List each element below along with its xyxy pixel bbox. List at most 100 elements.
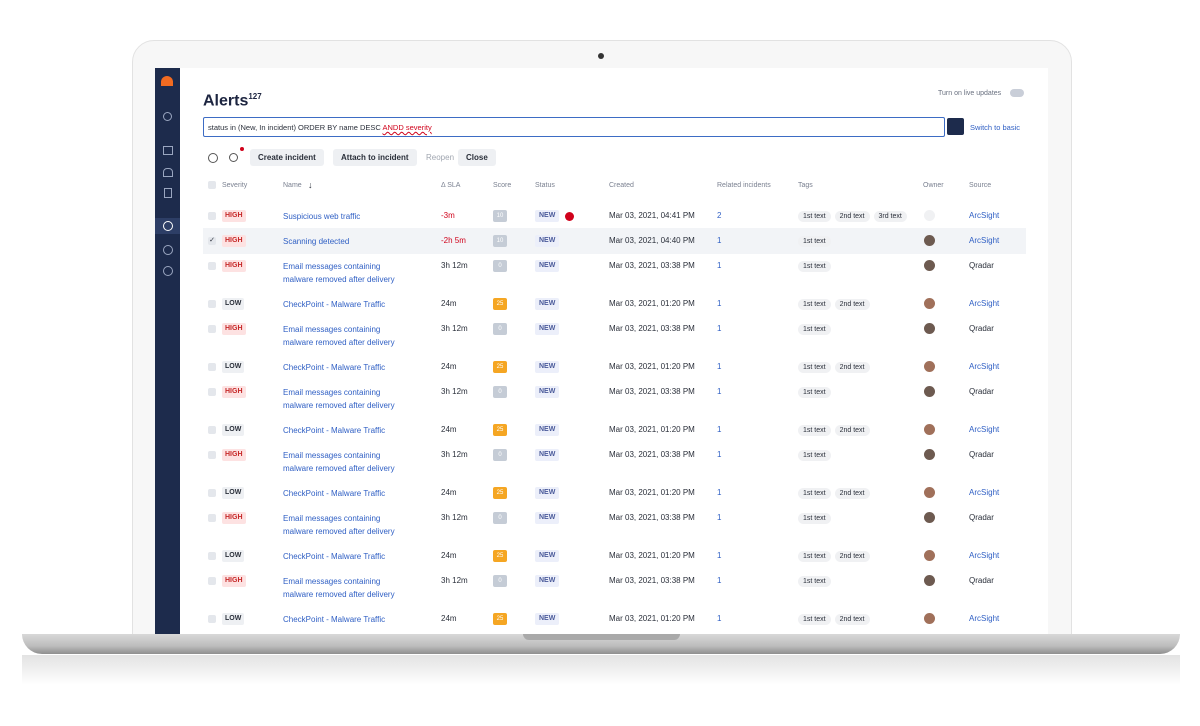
related[interactable]: 2 xyxy=(717,211,722,220)
home-icon[interactable] xyxy=(163,146,173,155)
owner-avatar[interactable] xyxy=(924,260,935,271)
owner-avatar[interactable] xyxy=(924,613,935,624)
related[interactable]: 1 xyxy=(717,551,722,560)
toolbar-button[interactable]: Attach to incident xyxy=(333,149,417,166)
owner-avatar[interactable] xyxy=(924,550,935,561)
owner-avatar[interactable] xyxy=(924,449,935,460)
owner-avatar[interactable] xyxy=(924,323,935,334)
settings-icon[interactable] xyxy=(208,153,218,163)
alert-name[interactable]: Email messages containing malware remove… xyxy=(283,325,395,347)
refresh-dot xyxy=(240,147,244,151)
row-checkbox[interactable] xyxy=(208,552,216,560)
row-checkbox[interactable] xyxy=(208,451,216,459)
owner-avatar[interactable] xyxy=(924,386,935,397)
owner-avatar[interactable] xyxy=(924,210,935,221)
related[interactable]: 1 xyxy=(717,576,722,585)
owner-avatar[interactable] xyxy=(924,575,935,586)
sla: 3h 12m xyxy=(441,261,468,270)
row-checkbox[interactable] xyxy=(208,325,216,333)
search-button[interactable] xyxy=(947,118,964,135)
source[interactable]: ArcSight xyxy=(969,299,1000,308)
switch-link[interactable]: Switch to basic xyxy=(970,123,1021,132)
source[interactable]: ArcSight xyxy=(969,614,1000,623)
source[interactable]: ArcSight xyxy=(969,488,1000,497)
alerts-icon[interactable] xyxy=(163,221,173,231)
row-checkbox[interactable] xyxy=(208,300,216,308)
face-icon[interactable] xyxy=(163,266,173,276)
toolbar-button[interactable]: Close xyxy=(458,149,496,166)
related[interactable]: 1 xyxy=(717,614,722,623)
source[interactable]: Qradar xyxy=(969,576,994,585)
search-icon[interactable] xyxy=(163,112,172,121)
owner-avatar[interactable] xyxy=(924,512,935,523)
source[interactable]: Qradar xyxy=(969,324,994,333)
row-checkbox[interactable] xyxy=(208,615,216,623)
owner-avatar[interactable] xyxy=(924,298,935,309)
source[interactable]: Qradar xyxy=(969,387,994,396)
source[interactable]: ArcSight xyxy=(969,551,1000,560)
column-header: Status xyxy=(535,182,555,189)
alert-name[interactable]: Email messages containing malware remove… xyxy=(283,577,395,599)
related[interactable]: 1 xyxy=(717,261,722,270)
related[interactable]: 1 xyxy=(717,362,722,371)
alert-name[interactable]: Scanning detected xyxy=(283,237,350,246)
related[interactable]: 1 xyxy=(717,299,722,308)
alert-name[interactable]: Email messages containing malware remove… xyxy=(283,388,395,410)
alert-name[interactable]: CheckPoint - Malware Traffic xyxy=(283,426,386,435)
row-checkbox[interactable] xyxy=(208,426,216,434)
related[interactable]: 1 xyxy=(717,425,722,434)
related[interactable]: 1 xyxy=(717,387,722,396)
query-box[interactable] xyxy=(203,117,945,137)
row-checkbox[interactable] xyxy=(208,262,216,270)
refresh-icon[interactable] xyxy=(229,153,238,162)
source[interactable]: ArcSight xyxy=(969,362,1000,371)
alert-name[interactable]: Email messages containing malware remove… xyxy=(283,514,395,536)
row-checkbox[interactable] xyxy=(208,577,216,585)
source[interactable]: Qradar xyxy=(969,450,994,459)
source[interactable]: Qradar xyxy=(969,261,994,270)
created: Mar 03, 2021, 01:20 PM xyxy=(609,362,695,371)
sla: 24m xyxy=(441,551,457,560)
related[interactable]: 1 xyxy=(717,513,722,522)
row-checkbox[interactable] xyxy=(208,514,216,522)
owner-avatar[interactable] xyxy=(924,487,935,498)
source[interactable]: ArcSight xyxy=(969,425,1000,434)
alert-name[interactable]: CheckPoint - Malware Traffic xyxy=(283,615,386,624)
source[interactable]: ArcSight xyxy=(969,236,1000,245)
alert-name[interactable]: CheckPoint - Malware Traffic xyxy=(283,300,386,309)
row-checkbox[interactable] xyxy=(208,489,216,497)
sla: 3h 12m xyxy=(441,387,468,396)
owner-avatar[interactable] xyxy=(924,235,935,246)
sidebar xyxy=(155,68,180,634)
severity-badge: LOW xyxy=(222,298,245,310)
severity-badge: HIGH xyxy=(222,575,246,587)
source[interactable]: ArcSight xyxy=(969,211,1000,220)
related[interactable]: 1 xyxy=(717,324,722,333)
owner-avatar[interactable] xyxy=(924,361,935,372)
alert-name[interactable]: CheckPoint - Malware Traffic xyxy=(283,489,386,498)
tag: 1st text xyxy=(798,362,831,373)
related[interactable]: 1 xyxy=(717,488,722,497)
sla: -2h 5m xyxy=(441,236,466,245)
row-checkbox[interactable]: ✓ xyxy=(208,237,216,245)
toolbar-button[interactable]: Reopen xyxy=(426,153,455,162)
related[interactable]: 1 xyxy=(717,236,722,245)
live-toggle[interactable] xyxy=(1010,89,1024,97)
users-icon[interactable] xyxy=(163,168,173,177)
bomb-icon[interactable] xyxy=(163,245,173,255)
row-checkbox[interactable] xyxy=(208,363,216,371)
toolbar-button[interactable]: Create incident xyxy=(250,149,324,166)
alert-name[interactable]: Email messages containing malware remove… xyxy=(283,262,395,284)
tag: 1st text xyxy=(798,324,831,335)
source[interactable]: Qradar xyxy=(969,513,994,522)
alert-name[interactable]: CheckPoint - Malware Traffic xyxy=(283,552,386,561)
doc-icon[interactable] xyxy=(164,188,172,198)
alert-name[interactable]: Email messages containing malware remove… xyxy=(283,451,395,473)
tags: 1st text xyxy=(798,386,835,398)
row-checkbox[interactable] xyxy=(208,212,216,220)
owner-avatar[interactable] xyxy=(924,424,935,435)
alert-name[interactable]: Suspicious web traffic xyxy=(283,212,361,221)
row-checkbox[interactable] xyxy=(208,388,216,396)
alert-name[interactable]: CheckPoint - Malware Traffic xyxy=(283,363,386,372)
related[interactable]: 1 xyxy=(717,450,722,459)
